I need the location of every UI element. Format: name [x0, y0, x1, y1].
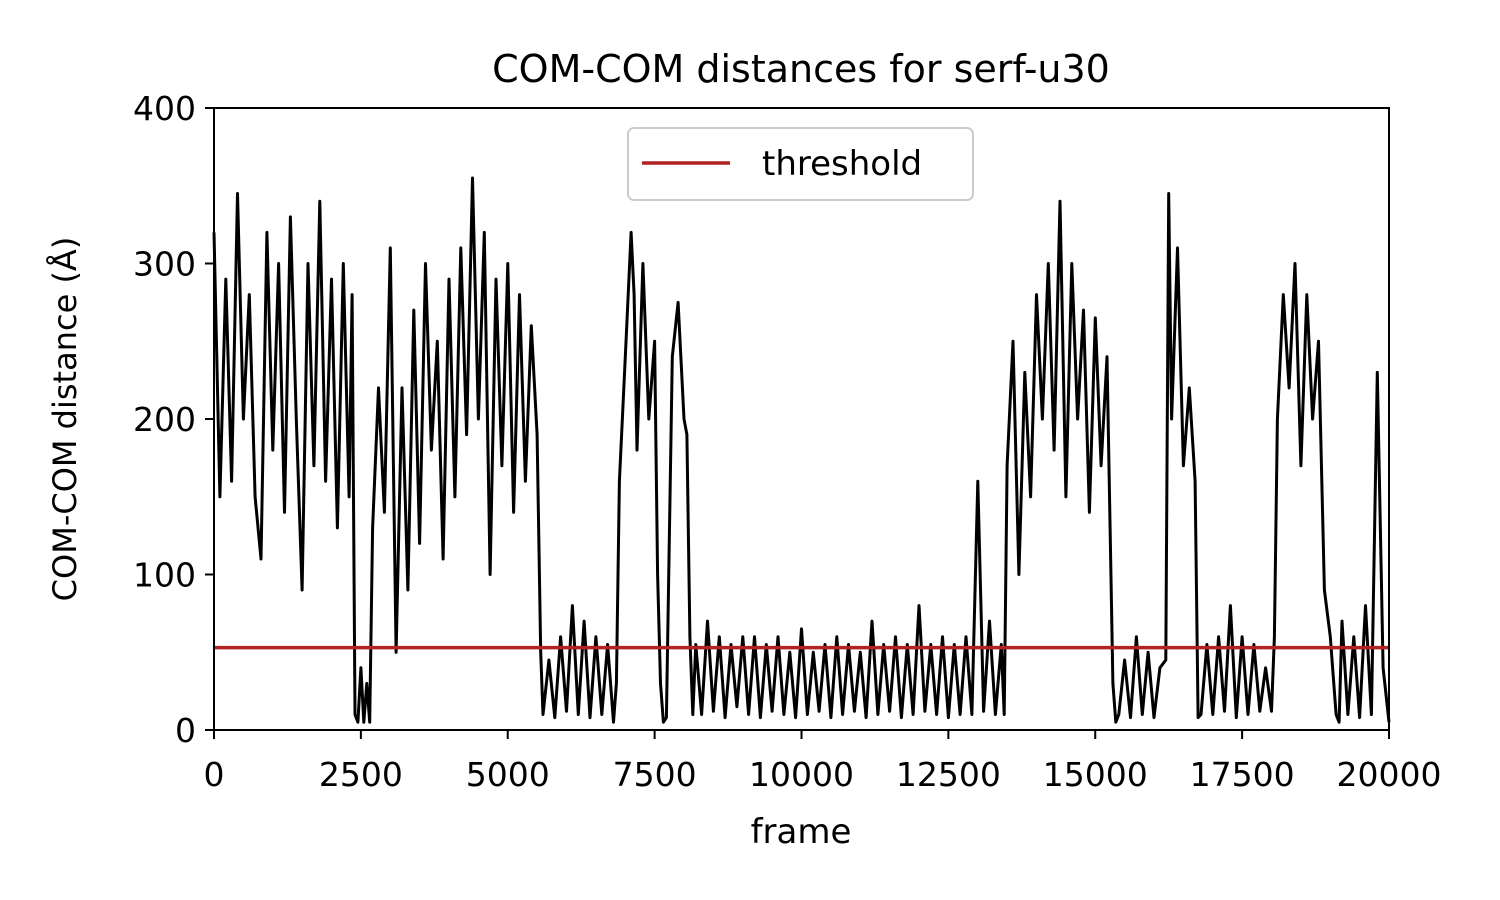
x-tick-label: 15000 [1043, 755, 1148, 794]
x-tick-label: 12500 [896, 755, 1001, 794]
plot-area [212, 176, 1391, 724]
chart-title: COM-COM distances for serf-u30 [492, 47, 1110, 91]
x-tick-label: 17500 [1190, 755, 1295, 794]
y-tick-label: 0 [175, 711, 196, 750]
x-tick-label: 2500 [319, 755, 403, 794]
legend-threshold-label: threshold [762, 144, 922, 184]
y-tick-label: 100 [133, 556, 196, 595]
distance-series-line [212, 176, 1391, 724]
x-tick-label: 20000 [1337, 755, 1442, 794]
x-axis-label: frame [751, 812, 852, 852]
y-tick-label: 200 [133, 400, 196, 439]
x-tick-label: 10000 [749, 755, 854, 794]
y-axis-ticks: 0 100 200 300 400 [133, 89, 214, 750]
x-axis-ticks: 0 2500 5000 7500 10000 12500 15000 17500 20000 [204, 730, 1442, 794]
y-tick-label: 400 [133, 89, 196, 128]
x-tick-label: 5000 [466, 755, 550, 794]
x-tick-label: 0 [204, 755, 225, 794]
y-axis-label: COM-COM distance (Å) [46, 237, 84, 602]
y-tick-label: 300 [133, 245, 196, 284]
legend: threshold [627, 127, 974, 201]
x-tick-label: 7500 [613, 755, 697, 794]
legend-box [627, 127, 974, 201]
